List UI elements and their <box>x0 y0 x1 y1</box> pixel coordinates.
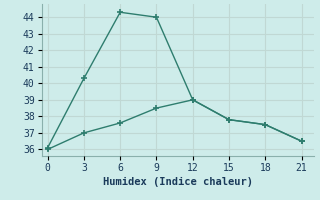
X-axis label: Humidex (Indice chaleur): Humidex (Indice chaleur) <box>103 177 252 187</box>
